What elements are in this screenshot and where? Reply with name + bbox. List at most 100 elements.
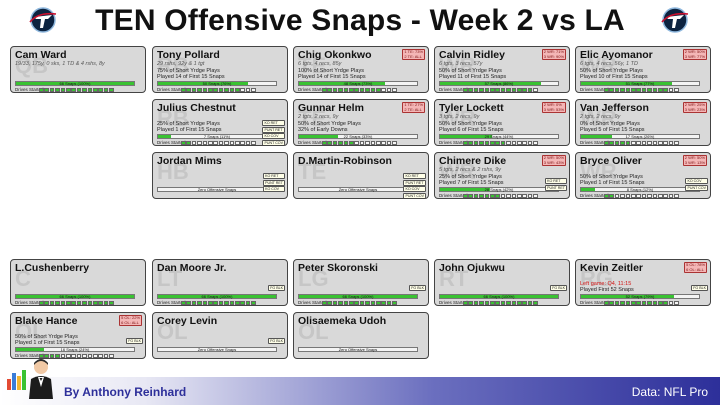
drives-started-track xyxy=(463,88,538,92)
special-teams-tag: KO COV xyxy=(403,186,426,193)
special-teams-tags: KO COV PUNT COV xyxy=(685,178,708,191)
snap-share-bar: 48 Snaps (73%) xyxy=(298,81,418,86)
drive-box xyxy=(479,141,484,145)
snap-count-label: Zero Offensive Snaps xyxy=(197,187,237,192)
depth-rank-badge: 2 WR: 50% 3 WR: 77% xyxy=(682,49,707,61)
drive-box xyxy=(620,141,625,145)
depth-rank-line: 3 WR: 77% xyxy=(684,53,705,59)
drive-box xyxy=(186,88,191,92)
drive-box xyxy=(71,88,76,92)
drives-started-label: Drives Started: xyxy=(157,140,187,145)
drive-box xyxy=(522,88,527,92)
drive-box xyxy=(506,194,511,198)
player-card: WR Calvin Ridley 2 WR: 71% 3 WR: 90% 6 tgts,… xyxy=(434,46,570,93)
drives-started-label: Drives Started: xyxy=(439,300,469,305)
drive-box xyxy=(322,301,327,305)
drive-box xyxy=(386,141,392,145)
drive-box xyxy=(181,141,186,145)
drive-box xyxy=(49,354,55,358)
drives-started-track xyxy=(322,88,397,92)
drive-box xyxy=(55,301,60,305)
special-teams-tag: KO COV xyxy=(263,186,285,193)
stat-line: 19/33, 175y, 0 sks, 1 TD & 4 rshs, 8y xyxy=(15,61,105,67)
drive-box xyxy=(49,301,55,305)
drives-started-label: Drives Started: xyxy=(157,300,187,305)
drive-box xyxy=(343,141,349,145)
special-teams-tag: KO COV xyxy=(262,133,285,140)
drive-box xyxy=(489,194,495,198)
special-teams-tag: PUNT COV xyxy=(262,139,285,145)
drive-box xyxy=(506,141,511,145)
short-yardage-note: 75% of Short Yrdge Plays xyxy=(157,68,220,74)
drive-box xyxy=(604,88,609,92)
drive-box xyxy=(44,354,49,358)
drive-box xyxy=(522,141,527,145)
player-card: LT Dan Moore Jr. 66 Snaps (100%) Drives Sta… xyxy=(152,259,288,306)
early-snaps-note: Played 1 of First 15 Snaps xyxy=(157,127,222,133)
drive-box xyxy=(468,301,473,305)
drive-box xyxy=(338,141,343,145)
drive-box xyxy=(370,301,376,305)
drive-box xyxy=(327,141,332,145)
drive-box xyxy=(197,141,202,145)
drives-started-track xyxy=(39,301,114,305)
drive-box xyxy=(647,301,652,305)
drive-box xyxy=(668,194,674,198)
drives-started-track xyxy=(463,141,538,145)
drive-box xyxy=(516,194,522,198)
drive-box xyxy=(370,88,376,92)
drive-box xyxy=(191,301,197,305)
drive-box xyxy=(392,88,397,92)
drive-box xyxy=(625,88,631,92)
drive-box xyxy=(657,88,663,92)
drive-box xyxy=(463,141,468,145)
drive-box xyxy=(191,141,197,145)
drives-started-track xyxy=(181,301,256,305)
drives-started-track xyxy=(463,194,538,198)
drives-started-label: Drives Started: xyxy=(439,87,469,92)
special-teams-tags: KO RET PUNT RET KO COV PUNT COV xyxy=(262,120,285,145)
drive-box xyxy=(604,301,609,305)
drive-box xyxy=(511,141,517,145)
drive-box xyxy=(186,301,191,305)
special-teams-tag: PUNT COV xyxy=(403,192,426,198)
special-teams-tag: PUNT RET xyxy=(263,179,285,186)
depth-rank-badge: 5 OL: 78% 6 OL: ALL xyxy=(684,262,707,274)
depth-rank-line: 3 WR: 53% xyxy=(543,106,564,112)
drive-box xyxy=(234,88,240,92)
player-name: Gunnar Helm xyxy=(298,102,364,114)
drive-box xyxy=(327,88,332,92)
drive-box xyxy=(500,88,506,92)
drive-box xyxy=(251,141,256,145)
drive-box xyxy=(527,141,533,145)
drive-box xyxy=(186,141,191,145)
drive-box xyxy=(343,88,349,92)
drive-box xyxy=(652,141,658,145)
player-name: Jordan Mims xyxy=(157,155,222,167)
drive-box xyxy=(213,141,218,145)
drive-box xyxy=(197,88,202,92)
drive-box xyxy=(674,194,679,198)
drive-box xyxy=(55,354,60,358)
drive-box xyxy=(82,301,87,305)
player-name: John Ojukwu xyxy=(439,262,505,274)
drive-box xyxy=(614,194,620,198)
drive-box xyxy=(609,88,614,92)
snap-share-fill xyxy=(158,82,248,85)
drive-box xyxy=(359,141,365,145)
snap-share-fill xyxy=(299,82,386,85)
snap-count-label: 66 Snaps (100%) xyxy=(59,294,91,299)
stat-line: 6 tgts, 3 recs, 57y xyxy=(439,61,483,67)
drive-box xyxy=(338,301,343,305)
drive-box xyxy=(652,194,658,198)
snap-share-bar: Zero Offensive Snaps xyxy=(298,187,418,192)
data-source: Data: NFL Pro xyxy=(631,385,708,399)
special-teams-tags: FG BLK xyxy=(550,285,567,291)
special-teams-tags: FG BLK xyxy=(691,285,708,291)
stat-line: 6 tgts, 4 recs, 85y xyxy=(298,61,342,67)
drive-box xyxy=(348,88,354,92)
drive-box xyxy=(484,194,490,198)
depth-rank-line: 6 OL: ALL xyxy=(121,319,139,325)
drive-box xyxy=(527,88,533,92)
drive-box xyxy=(468,88,473,92)
